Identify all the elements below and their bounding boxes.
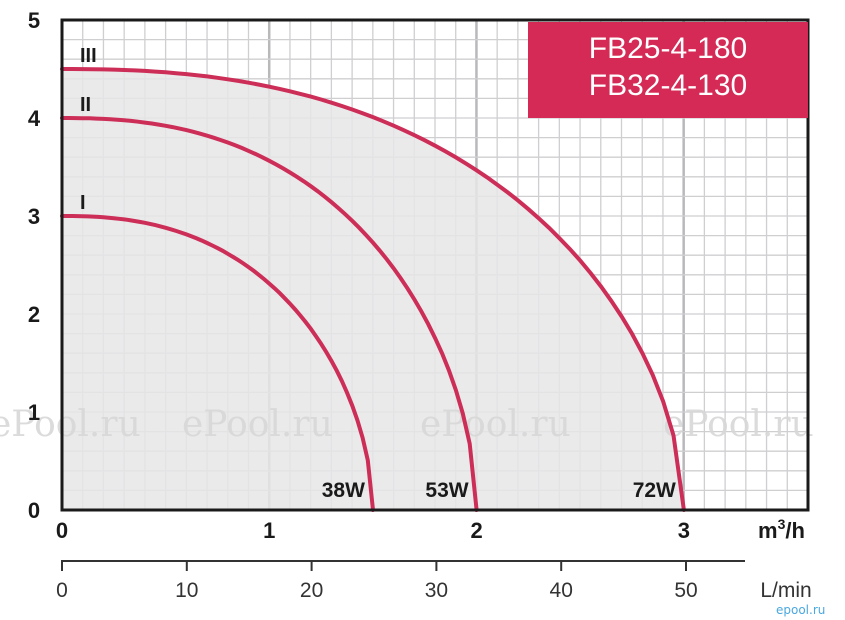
y-axis-ticks: 0 1 2 3 4 5 [28,8,41,523]
title-background [528,22,808,118]
title-line: FB25-4-180 [589,32,747,65]
secondary-axis-unit: L/min [760,579,811,602]
y-tick-label: 5 [28,8,40,33]
logo-watermark: epool.ru [776,603,825,617]
y-tick-label: 4 [28,106,41,131]
watermark-text: ePool.ru [420,404,571,445]
watermark-text: ePool.ru [0,404,141,445]
watermark-text: ePool.ru [663,404,814,445]
y-tick-label: 3 [28,204,40,229]
curve-labels: I 38W II 53W III 72W [80,45,676,502]
curve-ii [60,116,479,512]
curve-name-label: II [80,94,91,116]
secondary-tick-label: 40 [550,579,573,602]
x-axis-ticks: 0 1 2 3 [56,518,690,543]
x-tick-label: 2 [470,518,482,543]
y-tick-label: 1 [28,400,40,425]
title-box: FB25-4-180 FB32-4-130 [528,22,808,118]
power-label: 72W [633,479,676,502]
secondary-tick-label: 20 [300,579,323,602]
power-label: 53W [425,479,468,502]
y-tick-label: 2 [28,302,40,327]
watermark-text: ePool.ru [182,404,333,445]
watermarks: ePool.ru ePool.ru ePool.ru ePool.ru [0,404,814,445]
x-tick-label: 0 [56,518,68,543]
secondary-tick-label: 0 [56,579,68,602]
operating-area-fill [62,69,684,510]
y-tick-label: 0 [28,498,40,523]
curve-name-label: III [80,45,97,67]
x-tick-label: 1 [263,518,275,543]
secondary-tick-label: 10 [175,579,198,602]
secondary-tick-label: 50 [674,579,697,602]
plot-frame [60,18,810,512]
power-label: 38W [322,479,365,502]
curve-i [60,214,375,512]
title-line: FB32-4-130 [589,69,747,102]
curve-iii [60,67,686,512]
curve-name-label: I [80,192,86,214]
x-axis-unit-label: m3/h [758,516,805,543]
secondary-tick-label: 30 [425,579,448,602]
x-tick-label: 3 [678,518,690,543]
secondary-axis: 0 10 20 30 40 50 L/min [56,560,812,602]
curves [60,67,686,512]
